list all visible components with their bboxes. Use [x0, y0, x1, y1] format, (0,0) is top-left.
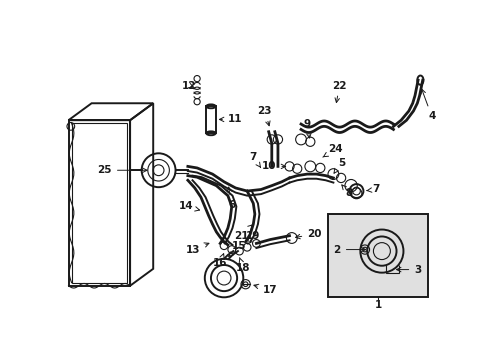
Text: 8: 8: [341, 185, 352, 198]
Text: 2: 2: [333, 244, 365, 255]
Text: 13: 13: [185, 243, 208, 255]
Text: 17: 17: [253, 284, 277, 294]
Text: 5: 5: [333, 158, 345, 173]
Text: 18: 18: [236, 258, 250, 273]
Text: 7: 7: [366, 184, 379, 194]
Text: 15: 15: [228, 241, 246, 256]
Text: 6: 6: [227, 187, 235, 210]
Text: 23: 23: [257, 106, 271, 126]
Text: 9: 9: [303, 119, 310, 138]
Bar: [206, 106, 215, 133]
Text: 16: 16: [212, 254, 227, 267]
Text: 12: 12: [182, 81, 196, 91]
Text: 14: 14: [178, 202, 199, 211]
Text: 20: 20: [295, 229, 321, 239]
Text: 10: 10: [262, 161, 285, 171]
Bar: [327, 214, 427, 297]
Text: 11: 11: [219, 114, 242, 125]
Text: 25: 25: [97, 165, 147, 175]
Text: 3: 3: [396, 265, 421, 275]
Text: 4: 4: [420, 89, 435, 121]
Text: 22: 22: [332, 81, 346, 103]
Text: 1: 1: [374, 300, 381, 310]
Text: 7: 7: [249, 152, 260, 167]
Text: 24: 24: [322, 144, 342, 157]
Text: 19: 19: [245, 231, 260, 244]
Text: 21: 21: [233, 225, 252, 241]
